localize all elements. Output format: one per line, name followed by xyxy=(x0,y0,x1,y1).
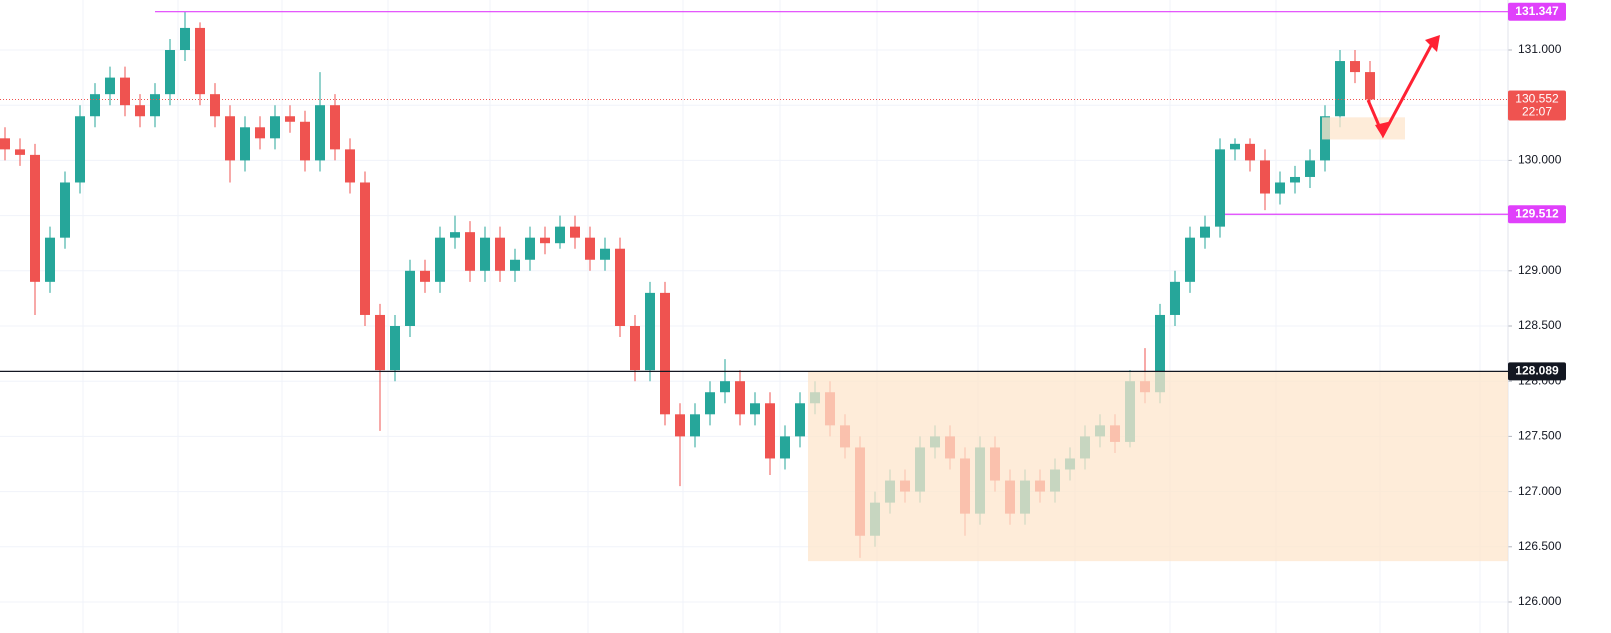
candle-body xyxy=(540,237,550,244)
candle-body xyxy=(555,226,565,244)
candle-body xyxy=(195,27,205,95)
last-price-tag xyxy=(1508,90,1566,121)
candle-body xyxy=(765,403,775,459)
zone xyxy=(1322,117,1405,140)
y-tick-label: 127.000 xyxy=(1518,484,1562,498)
candle-body xyxy=(705,392,715,415)
candle-body xyxy=(1305,160,1315,177)
level-tag xyxy=(1508,205,1566,224)
candle-body xyxy=(525,237,535,260)
level-label: 131.347 xyxy=(1515,4,1559,18)
candle-body xyxy=(495,237,505,271)
y-tick-label: 129.000 xyxy=(1518,263,1562,277)
candle-body xyxy=(15,149,25,155)
candle-body xyxy=(285,116,295,122)
level-tag xyxy=(1508,362,1566,381)
candle-body xyxy=(1170,281,1180,315)
candle-body xyxy=(750,403,760,415)
candle-body xyxy=(720,381,730,393)
candle-body xyxy=(1185,237,1195,282)
candle-body xyxy=(1275,182,1285,194)
candle-body xyxy=(225,116,235,161)
candle-body xyxy=(1215,149,1225,227)
candle-body xyxy=(105,77,115,95)
candle-body xyxy=(240,127,250,161)
candle-body xyxy=(345,149,355,183)
candle-body xyxy=(180,27,190,51)
zone xyxy=(808,371,1508,562)
candle-body xyxy=(660,292,670,415)
candle-body xyxy=(75,116,85,183)
candle-body xyxy=(675,414,685,437)
y-tick-label: 130.000 xyxy=(1518,153,1562,167)
candle-body xyxy=(630,325,640,371)
candle-body xyxy=(45,237,55,282)
candle-body xyxy=(1245,143,1255,161)
y-tick-label: 127.500 xyxy=(1518,429,1562,443)
candle-body xyxy=(450,232,460,238)
candle-body xyxy=(510,259,520,271)
candle-body xyxy=(1260,160,1270,194)
candle-body xyxy=(30,154,40,282)
candle-body xyxy=(435,237,445,282)
candle-body xyxy=(645,292,655,371)
candle-body xyxy=(1365,72,1375,100)
candle-body xyxy=(0,138,10,150)
candle-body xyxy=(255,127,265,139)
candle-body xyxy=(165,50,175,95)
candle-body xyxy=(1230,143,1240,150)
y-tick-label: 131.000 xyxy=(1518,42,1562,56)
level-tag xyxy=(1508,2,1566,21)
candle-body xyxy=(420,270,430,282)
candle-body xyxy=(1200,226,1210,238)
candle-body xyxy=(315,105,325,161)
candle-body xyxy=(1335,61,1345,117)
candle-body xyxy=(1155,314,1165,393)
candle-body xyxy=(780,436,790,459)
level-label: 129.512 xyxy=(1515,206,1559,220)
y-tick-label: 126.000 xyxy=(1518,594,1562,608)
y-tick-label: 126.500 xyxy=(1518,539,1562,553)
arrow-head xyxy=(1425,35,1440,52)
candle-body xyxy=(300,121,310,161)
arrow-head xyxy=(1375,121,1392,138)
last-price-label: 130.552 xyxy=(1515,92,1559,106)
candle-body xyxy=(60,182,70,238)
candle-body xyxy=(1290,176,1300,183)
candle-body xyxy=(480,237,490,271)
candle-body xyxy=(735,381,745,415)
candle-body xyxy=(600,248,610,260)
candle-body xyxy=(405,270,415,326)
candle-body xyxy=(330,105,340,150)
candle-body xyxy=(585,237,595,260)
candle-body xyxy=(465,232,475,271)
candle-body xyxy=(615,248,625,326)
candle-body xyxy=(90,94,100,117)
candle-body xyxy=(375,314,385,371)
candle-body xyxy=(690,414,700,437)
candle-body xyxy=(150,94,160,117)
candle-body xyxy=(270,116,280,139)
y-tick-label: 128.500 xyxy=(1518,318,1562,332)
candle-body xyxy=(135,105,145,117)
candle-body xyxy=(1350,61,1360,73)
candle-body xyxy=(795,403,805,437)
candle-body xyxy=(120,77,130,106)
candle-body xyxy=(390,325,400,371)
candle-body xyxy=(360,182,370,315)
candle-body xyxy=(570,226,580,238)
countdown: 22:07 xyxy=(1522,105,1552,119)
level-label: 128.089 xyxy=(1515,364,1559,378)
candle-body xyxy=(210,94,220,117)
